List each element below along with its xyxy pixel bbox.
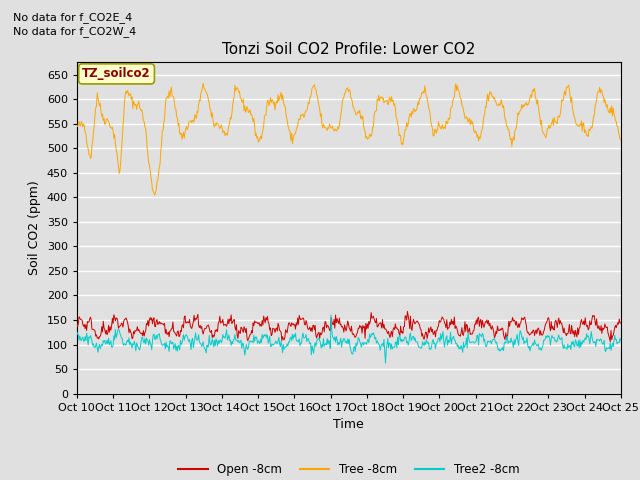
Text: TZ_soilco2: TZ_soilco2: [82, 67, 151, 80]
Text: No data for f_CO2W_4: No data for f_CO2W_4: [13, 26, 136, 37]
Legend: Open -8cm, Tree -8cm, Tree2 -8cm: Open -8cm, Tree -8cm, Tree2 -8cm: [173, 458, 524, 480]
Y-axis label: Soil CO2 (ppm): Soil CO2 (ppm): [28, 180, 41, 276]
X-axis label: Time: Time: [333, 418, 364, 431]
Title: Tonzi Soil CO2 Profile: Lower CO2: Tonzi Soil CO2 Profile: Lower CO2: [222, 42, 476, 57]
Text: No data for f_CO2E_4: No data for f_CO2E_4: [13, 12, 132, 23]
